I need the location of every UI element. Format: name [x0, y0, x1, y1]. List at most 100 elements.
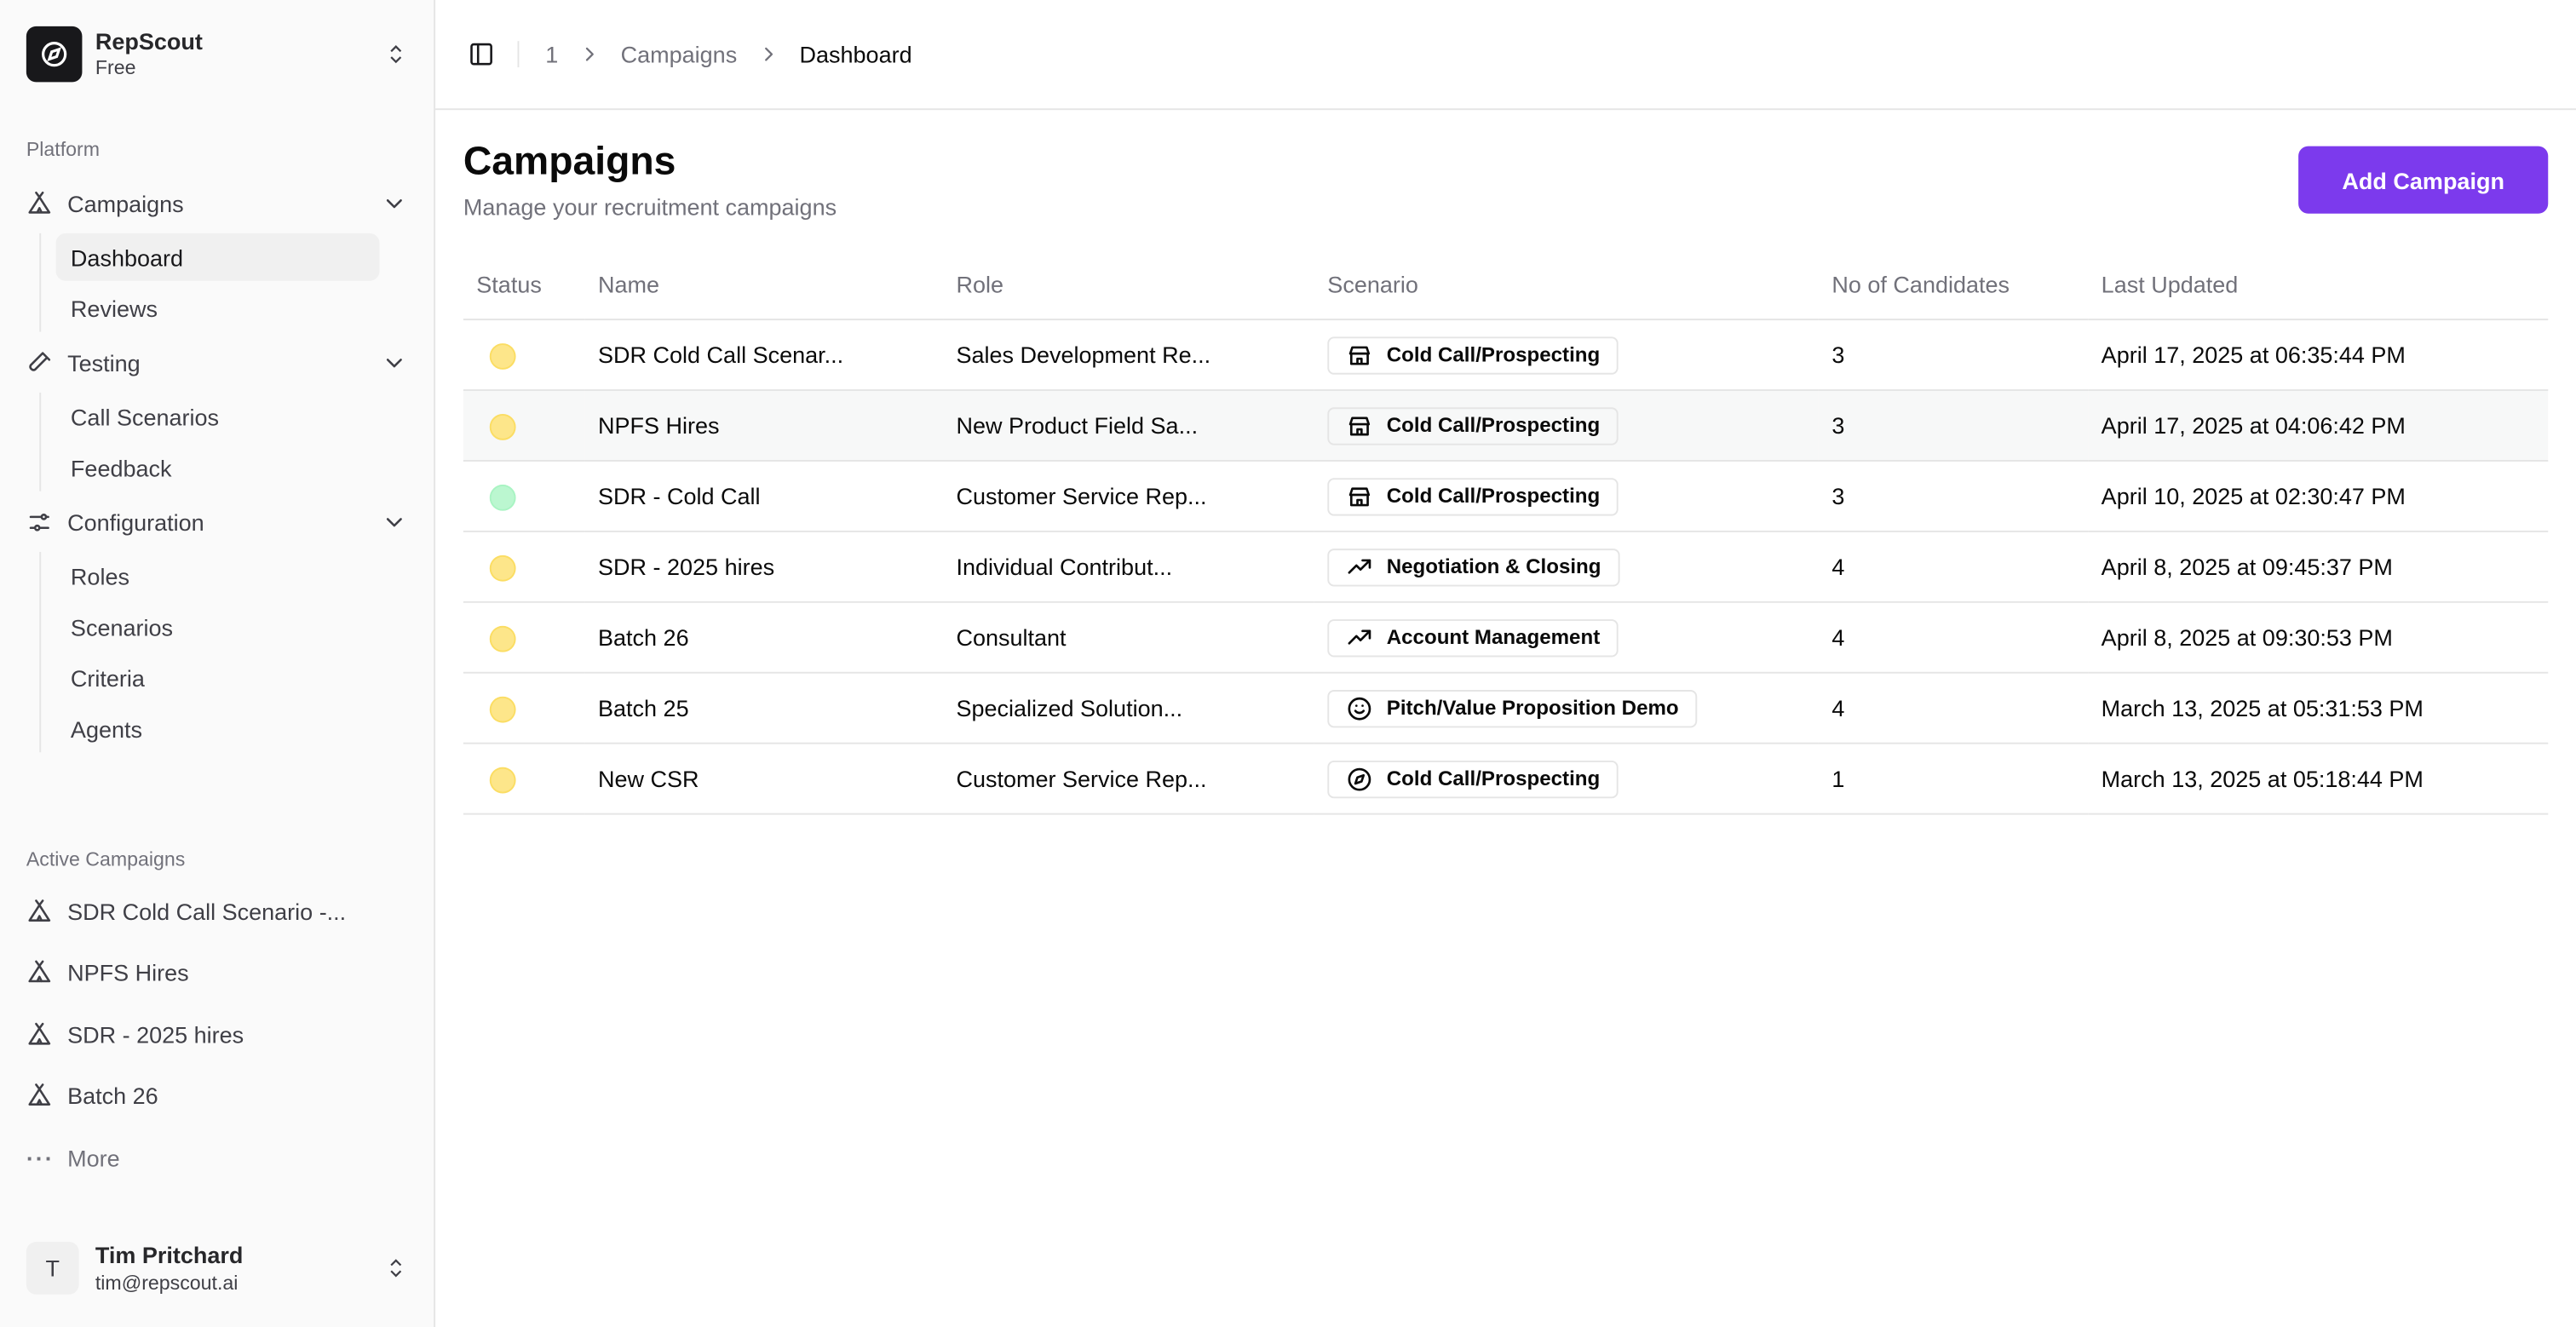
candidate-count: 4 — [1818, 531, 2089, 603]
sidebar-submenu: Dashboard Reviews — [39, 233, 407, 332]
campaign-name: New CSR — [584, 743, 944, 815]
active-campaign-label: NPFS Hires — [67, 959, 189, 986]
chevrons-up-down-icon — [390, 1259, 402, 1278]
status-indicator-yellow — [489, 625, 516, 652]
last-updated: April 8, 2025 at 09:45:37 PM — [2088, 531, 2549, 603]
campaigns-table: Status Name Role Scenario No of Candidates La… — [463, 250, 2549, 815]
sidebar-item-scenarios[interactable]: Scenarios — [70, 613, 174, 641]
sidebar-group-label: Campaigns — [67, 189, 184, 216]
chevrons-up-down-icon — [390, 45, 402, 64]
breadcrumb-item: Dashboard — [799, 41, 912, 68]
sidebar-item-feedback[interactable]: Feedback — [70, 454, 172, 481]
chevron-right-icon — [585, 47, 594, 61]
sliders-icon — [29, 513, 49, 531]
active-campaign-label: SDR Cold Call Scenario -... — [67, 898, 347, 925]
table-row[interactable]: Batch 26 Consultant Account Management 4… — [463, 601, 2549, 674]
campaign-role: Sales Development Re... — [943, 319, 1314, 392]
sidebar-toggle-icon[interactable] — [469, 41, 495, 67]
platform-label: Platform — [26, 138, 101, 162]
active-campaign-item[interactable]: NPFS Hires — [26, 942, 407, 1003]
sidebar-item-criteria[interactable]: Criteria — [70, 664, 145, 691]
add-campaign-button[interactable]: Add Campaign — [2298, 146, 2549, 214]
table-row[interactable]: New CSR Customer Service Rep... Cold Cal… — [463, 743, 2549, 815]
team-switcher[interactable]: RepScout Free — [26, 26, 407, 83]
chevron-down-icon — [386, 517, 402, 526]
active-campaign-item[interactable]: SDR - 2025 hires — [26, 1003, 407, 1065]
tent-icon — [28, 1083, 51, 1106]
sidebar-group-testing[interactable]: Testing — [26, 335, 407, 389]
status-indicator-yellow — [489, 696, 516, 722]
sidebar-item-dashboard[interactable]: Dashboard — [55, 233, 380, 281]
main-content: 1 Campaigns Dashboard Campaigns Manage you… — [435, 0, 2576, 1327]
status-indicator-yellow — [489, 766, 516, 793]
candidate-count: 1 — [1818, 743, 2089, 815]
column-header: Status — [463, 250, 585, 321]
active-campaign-label: Batch 26 — [67, 1083, 158, 1110]
user-menu[interactable]: T Tim Pritchard tim@repscout.ai — [26, 1242, 407, 1295]
sidebar-group-label: Testing — [67, 348, 141, 376]
status-indicator-yellow — [489, 342, 516, 370]
last-updated: March 13, 2025 at 05:31:53 PM — [2088, 672, 2549, 744]
scenario-label: Cold Call/Prospecting — [1386, 767, 1601, 790]
campaign-role: Individual Contribut... — [943, 531, 1314, 603]
breadcrumb-item[interactable]: 1 — [545, 41, 559, 68]
campaign-name: SDR Cold Call Scenar... — [584, 319, 944, 392]
status-indicator-green — [489, 484, 516, 511]
last-updated: April 17, 2025 at 04:06:42 PM — [2088, 390, 2549, 462]
divider — [517, 41, 520, 68]
breadcrumb: 1 Campaigns Dashboard — [545, 41, 911, 67]
table-row[interactable]: SDR - Cold Call Customer Service Rep... … — [463, 460, 2549, 532]
scenario-badge: Cold Call/Prospecting — [1327, 477, 1619, 515]
more-label: More — [67, 1144, 120, 1171]
sidebar-item-agents[interactable]: Agents — [70, 715, 143, 742]
column-header: Scenario — [1314, 250, 1819, 321]
candidate-count: 4 — [1818, 601, 2089, 674]
scenario-label: Pitch/Value Proposition Demo — [1386, 696, 1679, 720]
scenario-badge: Cold Call/Prospecting — [1327, 336, 1619, 374]
smile-icon — [1348, 696, 1371, 720]
chevron-down-icon — [386, 198, 402, 208]
sidebar-item-reviews[interactable]: Reviews — [70, 295, 158, 322]
more-horizontal-icon: ··· — [26, 1144, 55, 1171]
campaign-role: Customer Service Rep... — [943, 460, 1314, 532]
active-campaign-item[interactable]: SDR Cold Call Scenario -... — [26, 881, 407, 942]
sidebar-item-roles[interactable]: Roles — [70, 562, 129, 589]
scenario-badge: Pitch/Value Proposition Demo — [1327, 689, 1697, 727]
campaign-role: New Product Field Sa... — [943, 390, 1314, 462]
chevron-right-icon — [764, 47, 773, 61]
store-icon — [1348, 486, 1371, 506]
candidate-count: 4 — [1818, 672, 2089, 744]
more-button[interactable]: ··· More — [26, 1127, 407, 1188]
campaign-name: SDR - 2025 hires — [584, 531, 944, 603]
last-updated: April 10, 2025 at 02:30:47 PM — [2088, 460, 2549, 532]
active-campaign-item[interactable]: Batch 26 — [26, 1066, 407, 1127]
sidebar-submenu: Call Scenarios Feedback — [39, 392, 407, 491]
tent-icon — [28, 899, 51, 922]
campaign-role: Customer Service Rep... — [943, 743, 1314, 815]
column-header: No of Candidates — [1818, 250, 2089, 321]
last-updated: April 17, 2025 at 06:35:44 PM — [2088, 319, 2549, 392]
campaign-name: Batch 25 — [584, 672, 944, 744]
avatar: T — [26, 1242, 79, 1295]
active-campaigns-label: Active Campaigns — [26, 847, 186, 871]
active-campaign-label: SDR - 2025 hires — [67, 1021, 244, 1048]
table-row[interactable]: SDR - 2025 hires Individual Contribut...… — [463, 531, 2549, 603]
tent-icon — [28, 191, 51, 213]
breadcrumb-item[interactable]: Campaigns — [620, 41, 738, 68]
sidebar-group-configuration[interactable]: Configuration — [26, 495, 407, 549]
test-tube-icon — [29, 351, 51, 371]
compass-icon — [26, 26, 83, 83]
sidebar-group-campaigns[interactable]: Campaigns — [26, 175, 407, 230]
column-header: Role — [943, 250, 1314, 321]
table-row[interactable]: SDR Cold Call Scenar... Sales Developmen… — [463, 319, 2549, 392]
table-row[interactable]: NPFS Hires New Product Field Sa... Cold … — [463, 390, 2549, 462]
table-row[interactable]: Batch 25 Specialized Solution... Pitch/V… — [463, 672, 2549, 744]
sidebar-item-call-scenarios[interactable]: Call Scenarios — [70, 403, 220, 430]
candidate-count: 3 — [1818, 460, 2089, 532]
trending-up-icon — [1348, 629, 1371, 644]
scenario-label: Negotiation & Closing — [1386, 554, 1601, 578]
scenario-badge: Account Management — [1327, 618, 1619, 657]
brand-name: RepScout — [95, 28, 203, 55]
candidate-count: 3 — [1818, 319, 2089, 392]
campaign-role: Consultant — [943, 601, 1314, 674]
